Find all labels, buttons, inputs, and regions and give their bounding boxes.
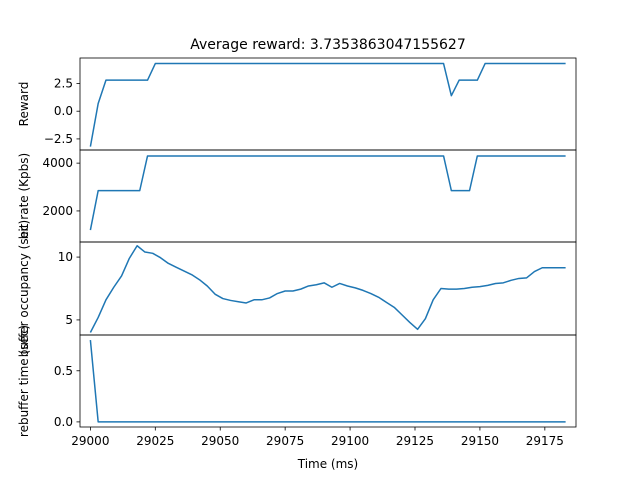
series-line bbox=[89, 245, 566, 333]
y-tick-label: 4000 bbox=[42, 156, 73, 170]
axes-frame bbox=[79, 334, 577, 428]
axes-frame bbox=[79, 241, 577, 336]
x-tick-label: 29050 bbox=[201, 434, 239, 448]
axes-frame bbox=[79, 149, 577, 243]
y-tick-label: 10 bbox=[58, 250, 73, 264]
x-tick-label: 29000 bbox=[71, 434, 109, 448]
y-axis-label: buffer occupancy (sec) bbox=[17, 220, 31, 357]
x-tick-label: 29025 bbox=[136, 434, 174, 448]
x-tick-label: 29075 bbox=[266, 434, 304, 448]
y-axis-label: rebuffer time (sec) bbox=[17, 325, 31, 437]
y-tick-label: 2.5 bbox=[54, 76, 73, 90]
chart-title: Average reward: 3.7353863047155627 bbox=[190, 37, 465, 53]
axes-frame bbox=[79, 57, 577, 151]
y-tick-label: 0.0 bbox=[54, 415, 73, 429]
subplot-1: −2.5 0.0 2.5 Reward bbox=[17, 57, 577, 151]
x-tick-label: 29100 bbox=[331, 434, 369, 448]
y-tick-label: −2.5 bbox=[44, 132, 73, 146]
y-tick-label: 2000 bbox=[42, 204, 73, 218]
subplot-4: 0.0 0.5 rebuffer time (sec) 29000 29025 29050… bbox=[17, 325, 577, 448]
subplot-3: 5 10 buffer occupancy (sec) bbox=[17, 220, 577, 357]
x-axis-label: Time (ms) bbox=[297, 457, 359, 471]
x-tick-label: 29175 bbox=[526, 434, 564, 448]
x-tick-label: 29125 bbox=[396, 434, 434, 448]
y-tick-label: 0.5 bbox=[54, 364, 73, 378]
subplot-2: 2000 4000 bit rate (Kpbs) bbox=[17, 149, 577, 243]
series-line bbox=[89, 340, 566, 423]
x-tick-label: 29150 bbox=[461, 434, 499, 448]
y-tick-label: 5 bbox=[65, 313, 73, 327]
series-line bbox=[89, 155, 566, 231]
y-axis-label: bit rate (Kpbs) bbox=[17, 153, 31, 239]
series-line bbox=[89, 62, 566, 147]
y-axis-label: Reward bbox=[17, 82, 31, 127]
y-tick-label: 0.0 bbox=[54, 104, 73, 118]
